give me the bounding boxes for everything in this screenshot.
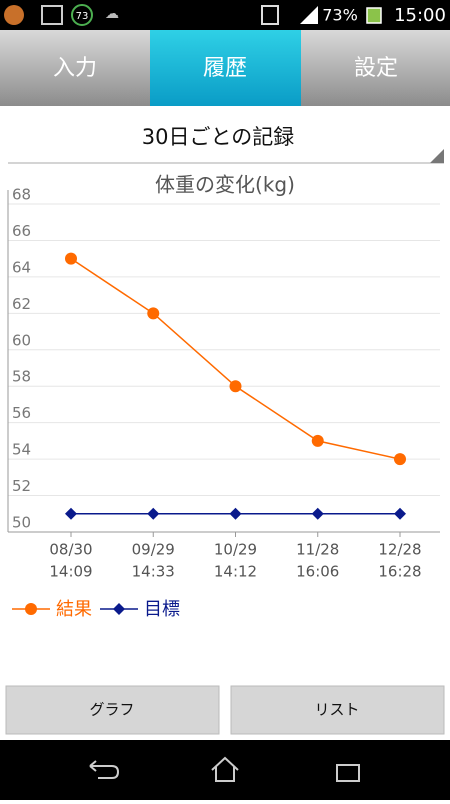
point: [229, 507, 242, 520]
image-icon: [41, 5, 63, 25]
x-tick-label: 10/29: [214, 541, 257, 559]
y-tick-label: 56: [12, 404, 31, 422]
x-tick-label: 14:12: [214, 563, 257, 581]
tab[interactable]: [301, 30, 450, 106]
tab[interactable]: [0, 30, 150, 106]
legend-label: 目標: [144, 599, 180, 620]
x-tick-label: 16:06: [296, 563, 339, 581]
point: [65, 252, 77, 265]
battery-text: 73%: [322, 6, 358, 25]
clock: 15:00: [394, 5, 446, 26]
point: [147, 507, 160, 520]
x-tick-label: 12/28: [378, 541, 421, 559]
badge: 73: [76, 11, 89, 22]
point: [394, 507, 406, 520]
y-tick-label: 60: [12, 331, 31, 349]
point: [25, 603, 37, 615]
point: [147, 307, 160, 320]
home-button[interactable]: [211, 756, 239, 782]
x-tick-label: 14:33: [132, 563, 175, 581]
x-tick-label: 08/30: [49, 541, 92, 559]
spinner-arrow: [430, 149, 444, 163]
back-button[interactable]: [89, 760, 120, 779]
y-tick-label: 52: [12, 477, 31, 495]
x-tick-label: 14:09: [49, 563, 92, 581]
y-tick-label: 62: [12, 295, 31, 313]
tab-active[interactable]: [150, 30, 301, 106]
point: [311, 507, 324, 520]
point: [113, 603, 125, 615]
weather-icon: ☁: [105, 6, 119, 22]
header-title[interactable]: 30日ごとの記録: [142, 125, 295, 149]
y-tick-label: 68: [12, 186, 31, 204]
x-tick-label: 09/29: [132, 541, 175, 559]
status-bar: [0, 0, 450, 30]
button-label[interactable]: リスト: [314, 701, 359, 719]
point: [229, 380, 242, 393]
point: [65, 507, 77, 520]
button[interactable]: [5, 685, 220, 735]
y-tick-label: 54: [12, 441, 31, 459]
app-icon: [4, 5, 24, 25]
legend-label: 結果: [56, 599, 92, 620]
point: [394, 453, 406, 466]
y-tick-label: 50: [12, 514, 31, 532]
tab-label[interactable]: 履歴: [203, 56, 247, 81]
y-tick-label: 66: [12, 222, 31, 240]
recents-button[interactable]: [336, 764, 360, 782]
y-tick-label: 64: [12, 258, 31, 276]
chart-title: 体重の変化(kg): [155, 173, 295, 197]
nfc-icon: [261, 5, 279, 25]
y-tick-label: 58: [12, 368, 31, 386]
tab-label[interactable]: 設定: [354, 56, 398, 81]
x-tick-label: 16:28: [378, 563, 421, 581]
x-tick-label: 11/28: [296, 541, 339, 559]
nav-bar: [0, 740, 450, 800]
tab-label[interactable]: 入力: [53, 56, 97, 81]
battery-icon: [366, 7, 382, 24]
signal-icon: [300, 6, 318, 24]
series-line: [70, 258, 401, 460]
point: [311, 434, 324, 447]
badge-ring: [71, 4, 93, 26]
button-label[interactable]: グラフ: [89, 701, 134, 719]
button[interactable]: [230, 685, 445, 735]
